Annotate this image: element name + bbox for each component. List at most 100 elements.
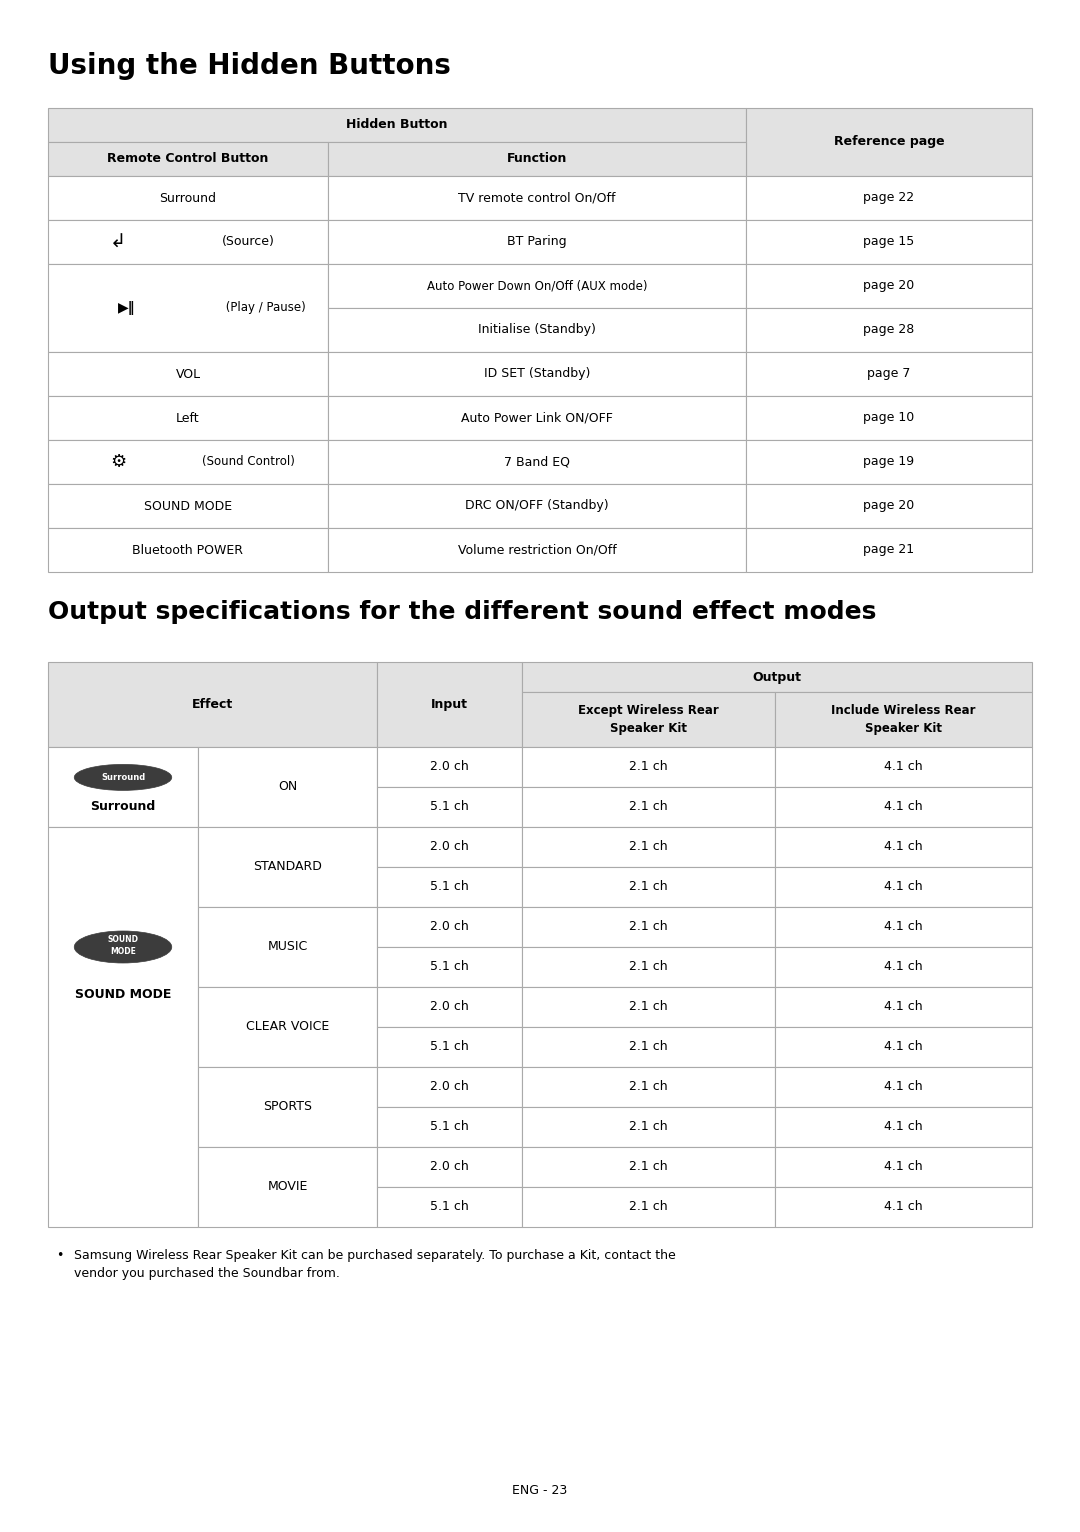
Text: 5.1 ch: 5.1 ch <box>430 961 469 973</box>
Bar <box>522 1147 775 1187</box>
Text: (Sound Control): (Sound Control) <box>202 455 295 469</box>
Bar <box>48 176 328 221</box>
Bar <box>377 1026 522 1066</box>
Bar <box>522 907 775 947</box>
Text: 2.1 ch: 2.1 ch <box>630 1120 667 1134</box>
Bar <box>48 529 328 571</box>
Text: (Source): (Source) <box>221 236 274 248</box>
Bar <box>377 907 522 947</box>
Bar <box>328 142 746 176</box>
Text: 4.1 ch: 4.1 ch <box>885 1201 922 1213</box>
Text: Surround: Surround <box>91 801 156 813</box>
Text: CLEAR VOICE: CLEAR VOICE <box>246 1020 329 1034</box>
Bar <box>746 529 1032 571</box>
Ellipse shape <box>75 931 172 964</box>
Text: 7 Band EQ: 7 Band EQ <box>504 455 570 469</box>
Bar <box>377 867 522 907</box>
Bar <box>328 221 746 264</box>
Bar <box>775 867 1032 907</box>
Text: ON: ON <box>278 780 297 794</box>
Bar <box>775 748 1032 787</box>
Text: 5.1 ch: 5.1 ch <box>430 801 469 813</box>
Bar <box>328 395 746 440</box>
Text: 2.0 ch: 2.0 ch <box>430 1080 469 1094</box>
Text: SOUND MODE: SOUND MODE <box>144 499 232 513</box>
Bar <box>48 352 328 395</box>
Text: Surround: Surround <box>160 192 216 204</box>
Text: page 20: page 20 <box>863 279 915 293</box>
Bar <box>48 221 328 264</box>
Text: 4.1 ch: 4.1 ch <box>885 1000 922 1014</box>
Text: 4.1 ch: 4.1 ch <box>885 1120 922 1134</box>
Text: MUSIC: MUSIC <box>268 941 308 953</box>
Text: Reference page: Reference page <box>834 135 944 149</box>
Text: 2.1 ch: 2.1 ch <box>630 841 667 853</box>
Bar <box>48 827 198 1227</box>
Bar <box>522 1187 775 1227</box>
Bar <box>328 529 746 571</box>
Bar <box>522 1066 775 1108</box>
Text: BT Paring: BT Paring <box>508 236 567 248</box>
Bar <box>198 987 377 1066</box>
Bar <box>48 142 328 176</box>
Text: 2.0 ch: 2.0 ch <box>430 921 469 933</box>
Text: •: • <box>56 1249 64 1262</box>
Bar <box>377 662 522 748</box>
Text: DRC ON/OFF (Standby): DRC ON/OFF (Standby) <box>465 499 609 513</box>
Bar <box>48 395 328 440</box>
Text: 2.1 ch: 2.1 ch <box>630 961 667 973</box>
Bar <box>746 440 1032 484</box>
Bar <box>522 1108 775 1147</box>
Bar <box>746 395 1032 440</box>
Text: 2.1 ch: 2.1 ch <box>630 881 667 893</box>
Text: 5.1 ch: 5.1 ch <box>430 1201 469 1213</box>
Bar <box>328 176 746 221</box>
Text: 5.1 ch: 5.1 ch <box>430 1120 469 1134</box>
Text: ID SET (Standby): ID SET (Standby) <box>484 368 590 380</box>
Text: MODE: MODE <box>110 947 136 956</box>
Text: SOUND: SOUND <box>108 936 138 945</box>
Bar <box>746 221 1032 264</box>
Text: Except Wireless Rear
Speaker Kit: Except Wireless Rear Speaker Kit <box>578 705 719 735</box>
Bar <box>328 352 746 395</box>
Bar <box>775 907 1032 947</box>
Text: 4.1 ch: 4.1 ch <box>885 760 922 774</box>
Ellipse shape <box>75 764 172 791</box>
Bar <box>775 827 1032 867</box>
Bar <box>522 692 775 748</box>
Text: MOVIE: MOVIE <box>268 1181 308 1193</box>
Text: page 15: page 15 <box>863 236 915 248</box>
Text: Samsung Wireless Rear Speaker Kit can be purchased separately. To purchase a Kit: Samsung Wireless Rear Speaker Kit can be… <box>75 1249 676 1262</box>
Bar <box>746 352 1032 395</box>
Bar <box>377 748 522 787</box>
Bar <box>775 1066 1032 1108</box>
Bar <box>522 947 775 987</box>
Text: ▶‖: ▶‖ <box>118 300 135 316</box>
Text: Using the Hidden Buttons: Using the Hidden Buttons <box>48 52 450 80</box>
Text: 2.1 ch: 2.1 ch <box>630 921 667 933</box>
Text: Volume restriction On/Off: Volume restriction On/Off <box>458 544 617 556</box>
Text: 2.1 ch: 2.1 ch <box>630 760 667 774</box>
Bar <box>377 1147 522 1187</box>
Text: 2.0 ch: 2.0 ch <box>430 760 469 774</box>
Bar <box>522 787 775 827</box>
Text: ↲: ↲ <box>110 233 126 251</box>
Bar <box>377 827 522 867</box>
Text: 2.0 ch: 2.0 ch <box>430 1000 469 1014</box>
Text: 5.1 ch: 5.1 ch <box>430 881 469 893</box>
Bar <box>198 1066 377 1147</box>
Text: 4.1 ch: 4.1 ch <box>885 801 922 813</box>
Bar <box>377 987 522 1026</box>
Bar <box>48 440 328 484</box>
Text: Bluetooth POWER: Bluetooth POWER <box>133 544 243 556</box>
Text: Remote Control Button: Remote Control Button <box>107 153 269 165</box>
Bar <box>522 1026 775 1066</box>
Text: 4.1 ch: 4.1 ch <box>885 1161 922 1174</box>
Text: (Play / Pause): (Play / Pause) <box>221 302 306 314</box>
Bar <box>328 484 746 529</box>
Text: page 22: page 22 <box>863 192 915 204</box>
Bar <box>377 1187 522 1227</box>
Text: 4.1 ch: 4.1 ch <box>885 1040 922 1054</box>
Text: Initialise (Standby): Initialise (Standby) <box>478 323 596 337</box>
Bar <box>48 484 328 529</box>
